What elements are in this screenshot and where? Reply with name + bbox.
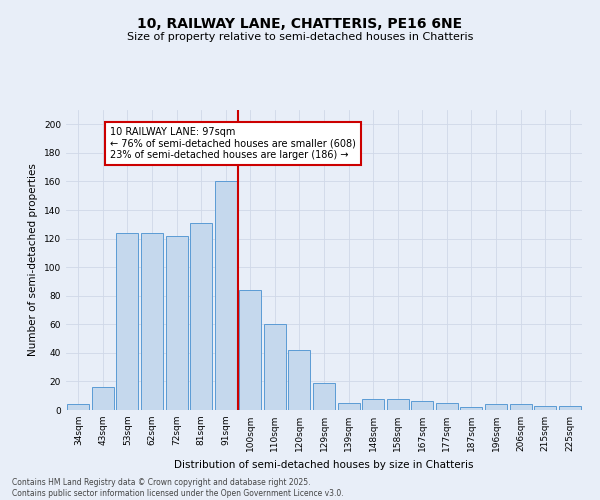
Bar <box>534 406 556 410</box>
Bar <box>264 324 286 410</box>
Text: Contains HM Land Registry data © Crown copyright and database right 2025.
Contai: Contains HM Land Registry data © Crown c… <box>12 478 344 498</box>
Bar <box>215 182 237 410</box>
X-axis label: Distribution of semi-detached houses by size in Chatteris: Distribution of semi-detached houses by … <box>174 460 474 469</box>
Bar <box>116 233 139 410</box>
Bar <box>289 350 310 410</box>
Text: 10, RAILWAY LANE, CHATTERIS, PE16 6NE: 10, RAILWAY LANE, CHATTERIS, PE16 6NE <box>137 18 463 32</box>
Bar <box>559 406 581 410</box>
Bar <box>313 383 335 410</box>
Bar <box>166 236 188 410</box>
Text: 10 RAILWAY LANE: 97sqm
← 76% of semi-detached houses are smaller (608)
23% of se: 10 RAILWAY LANE: 97sqm ← 76% of semi-det… <box>110 127 356 160</box>
Bar <box>338 403 359 410</box>
Bar <box>190 223 212 410</box>
Y-axis label: Number of semi-detached properties: Number of semi-detached properties <box>28 164 38 356</box>
Bar <box>485 404 507 410</box>
Bar <box>141 233 163 410</box>
Bar <box>92 387 114 410</box>
Bar <box>362 398 384 410</box>
Bar <box>509 404 532 410</box>
Bar <box>436 403 458 410</box>
Bar <box>460 407 482 410</box>
Text: Size of property relative to semi-detached houses in Chatteris: Size of property relative to semi-detach… <box>127 32 473 42</box>
Bar <box>386 398 409 410</box>
Bar <box>411 402 433 410</box>
Bar <box>239 290 262 410</box>
Bar <box>67 404 89 410</box>
